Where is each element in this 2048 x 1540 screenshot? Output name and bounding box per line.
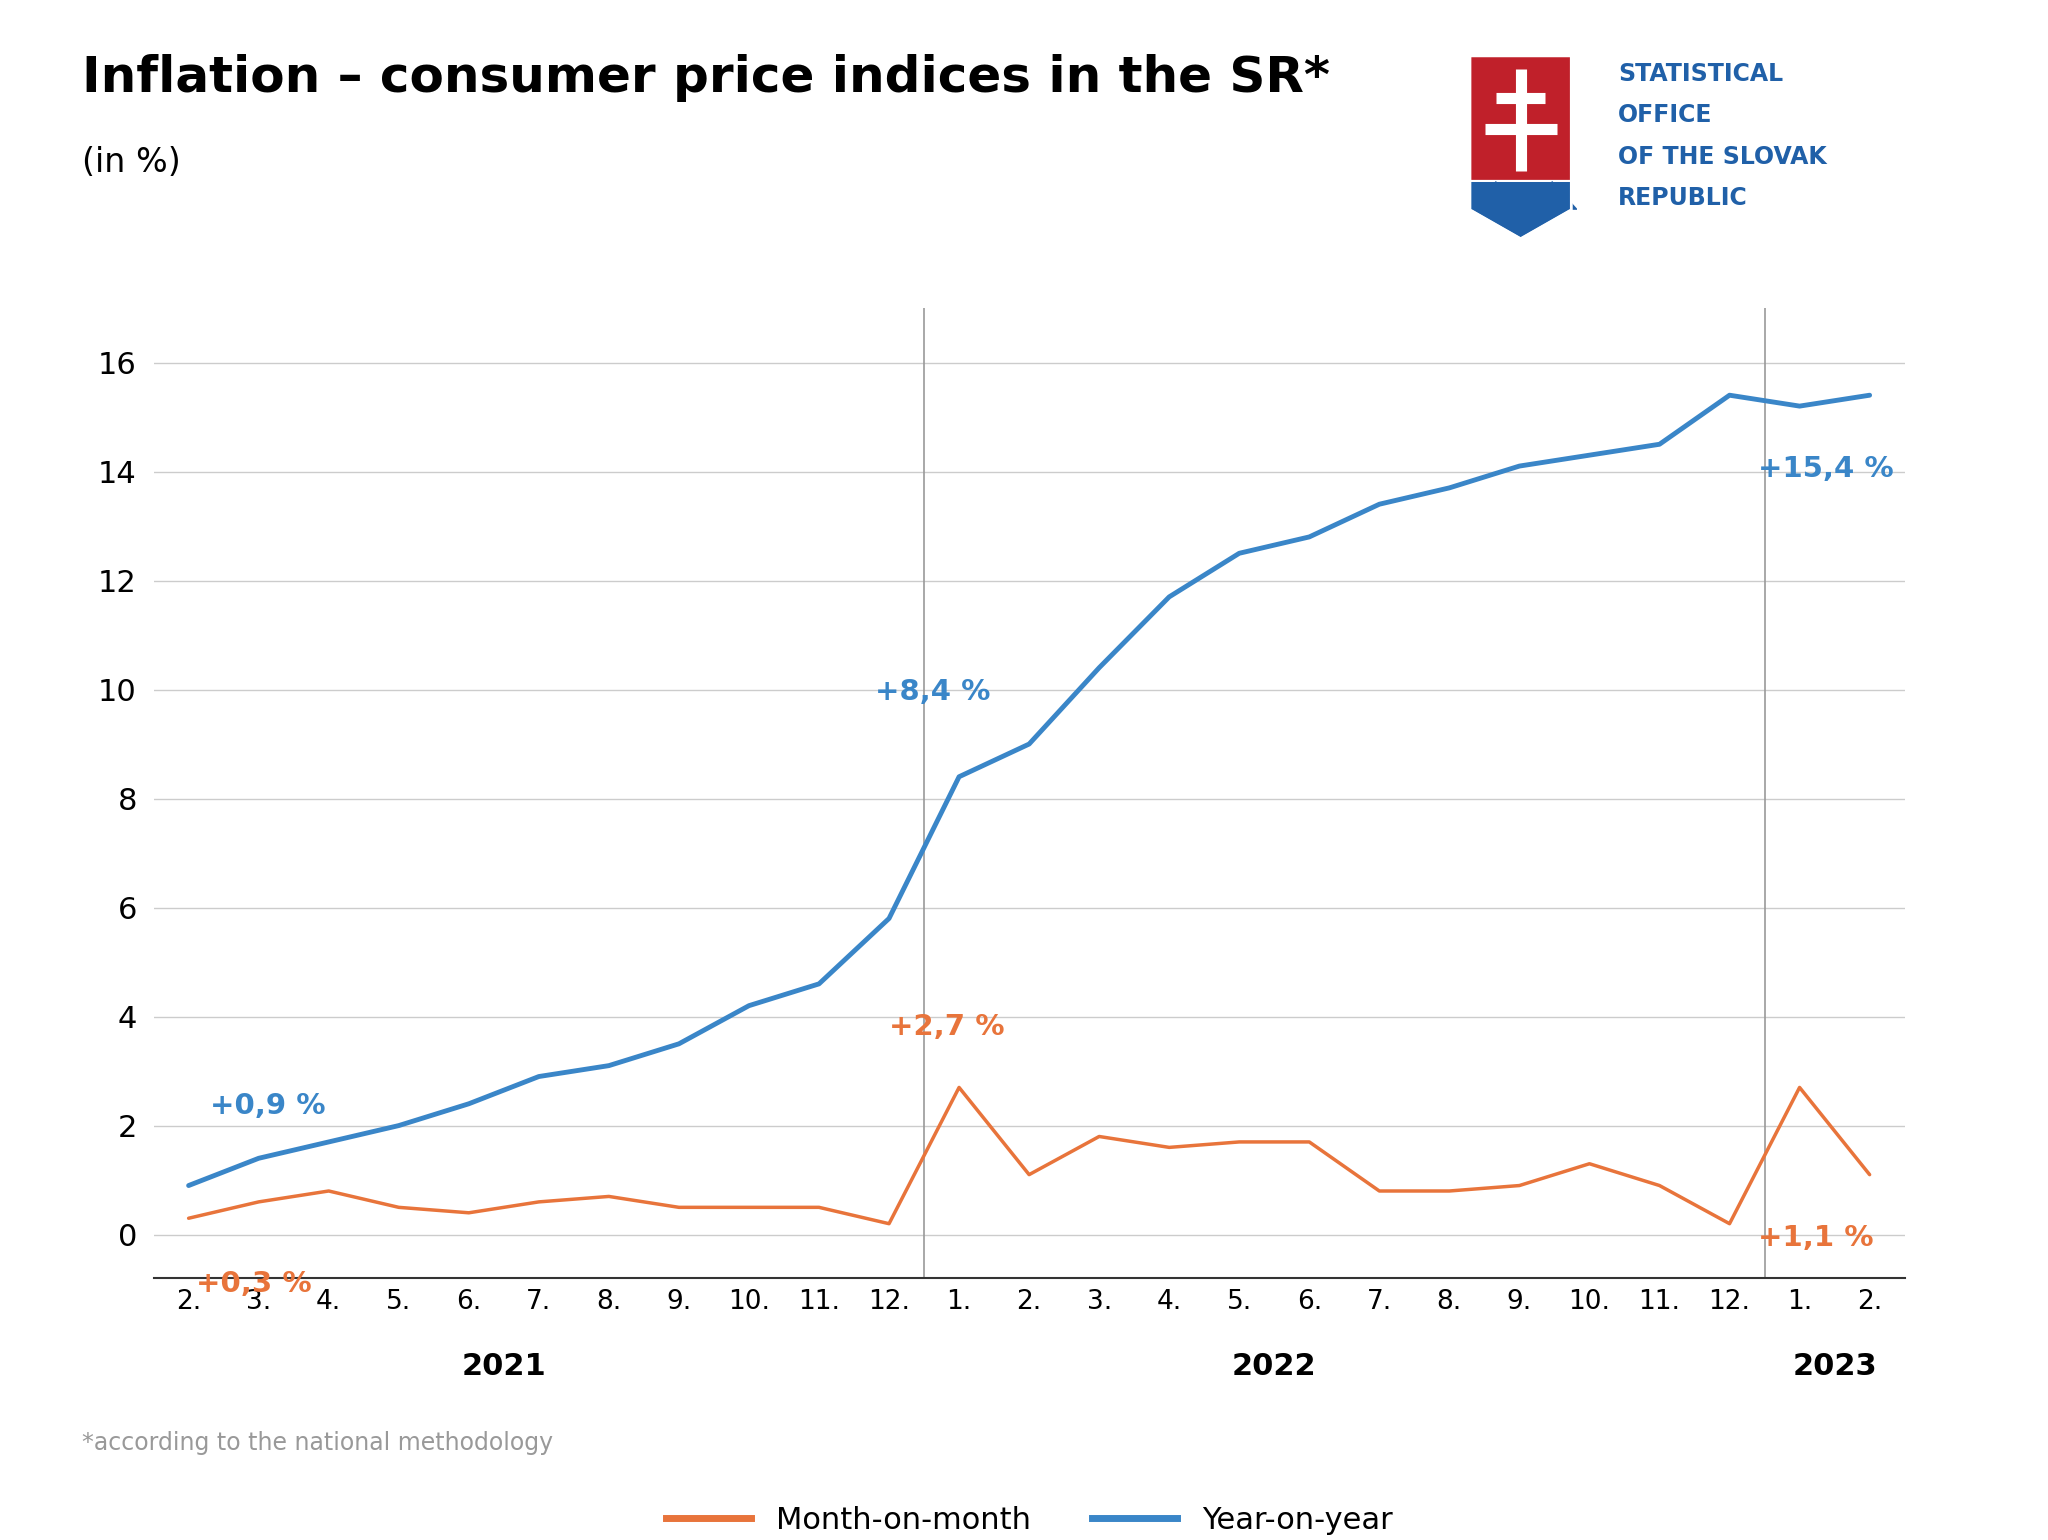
Text: (in %): (in %) xyxy=(82,146,180,179)
Text: +0,9 %: +0,9 % xyxy=(209,1092,326,1120)
Text: 2023: 2023 xyxy=(1792,1352,1876,1381)
Text: +8,4 %: +8,4 % xyxy=(874,678,991,705)
Text: 2021: 2021 xyxy=(461,1352,547,1381)
Polygon shape xyxy=(1470,55,1571,182)
Text: *according to the national methodology: *according to the national methodology xyxy=(82,1431,553,1455)
Text: 2022: 2022 xyxy=(1233,1352,1317,1381)
Text: +1,1 %: +1,1 % xyxy=(1757,1224,1874,1252)
Text: STATISTICAL: STATISTICAL xyxy=(1618,62,1784,86)
Text: Inflation – consumer price indices in the SR*: Inflation – consumer price indices in th… xyxy=(82,54,1329,102)
Text: OF THE SLOVAK: OF THE SLOVAK xyxy=(1618,145,1827,169)
Text: OFFICE: OFFICE xyxy=(1618,103,1712,128)
Polygon shape xyxy=(1499,185,1550,209)
Text: +15,4 %: +15,4 % xyxy=(1757,456,1892,484)
Text: +2,7 %: +2,7 % xyxy=(889,1013,1004,1041)
Text: REPUBLIC: REPUBLIC xyxy=(1618,186,1747,211)
Polygon shape xyxy=(1526,182,1579,209)
Legend: Month-on-month, Year-on-year: Month-on-month, Year-on-year xyxy=(666,1506,1393,1534)
Polygon shape xyxy=(1470,182,1522,209)
Text: +0,3 %: +0,3 % xyxy=(197,1270,311,1298)
Polygon shape xyxy=(1470,182,1571,239)
